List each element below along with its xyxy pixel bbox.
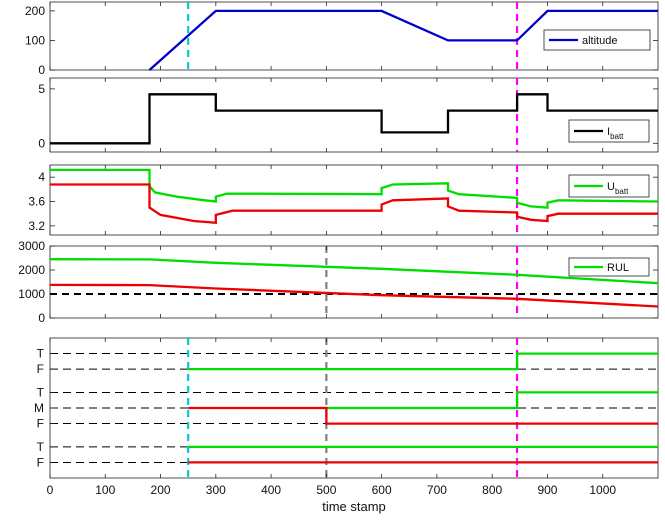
panel-1: 0 100 200 altitude [25,1,659,77]
series-line [148,9,658,71]
level-label: T [37,385,45,399]
legend-box [568,119,650,143]
legend-label: RUL [607,262,629,274]
level-label: T [37,440,45,454]
y-tick-label: 0 [38,311,45,325]
series-line [50,93,658,145]
x-tick-label: 100 [95,483,115,497]
legend-label-subscript: batt [610,132,624,141]
x-tick-label: 800 [482,483,502,497]
series-line [50,168,659,209]
axes-box [49,77,659,153]
axes-box [49,245,659,319]
x-axis-label: time stamp [322,499,386,514]
series-line [49,283,659,308]
x-tick-label: 300 [206,483,226,497]
x-tick-label: 200 [151,483,171,497]
legend-label: altitude [582,35,617,47]
panel-4: 0 1000 2000 3000 RUL [18,239,659,325]
series-line [50,183,658,225]
legend-label-subscript: batt [615,187,629,196]
level-label: F [37,455,44,469]
y-tick-label: 3.2 [28,219,45,233]
x-tick-label: 400 [261,483,281,497]
axes-box [49,1,659,71]
panel-2: 0 5 Ibatt [38,77,659,153]
y-tick-label: 3000 [18,239,45,253]
series-line [49,258,659,285]
level-label: M [34,401,44,415]
series-line [188,406,658,425]
y-tick-label: 5 [38,82,45,96]
series-line [326,391,658,410]
y-tick-label: 0 [38,63,45,77]
y-tick-label: 1000 [18,287,45,301]
x-tick-label: 900 [537,483,557,497]
legend: RUL [568,257,650,277]
y-tick-label: 0 [38,136,45,150]
legend: Ubatt [568,174,650,198]
series-line [188,352,658,371]
legend-box [568,257,650,277]
y-tick-label: 2000 [18,263,45,277]
level-label: F [37,417,44,431]
y-tick-label: 3.6 [28,195,45,209]
axes-box [49,164,659,236]
panel-3: 3.2 3.6 4 Ubatt [28,164,659,236]
legend: Ibatt [568,119,650,143]
y-tick-label: 200 [25,4,45,18]
legend-box [543,29,651,51]
level-label: T [37,347,45,361]
x-tick-label: 500 [316,483,336,497]
x-tick-label: 700 [427,483,447,497]
legend: altitude [543,29,651,51]
legend-box [568,174,650,198]
level-label: F [37,362,44,376]
y-tick-label: 100 [25,33,45,47]
x-tick-label: 0 [47,483,54,497]
x-tick-label: 1000 [589,483,616,497]
y-tick-label: 4 [38,170,45,184]
x-tick-label: 600 [372,483,392,497]
